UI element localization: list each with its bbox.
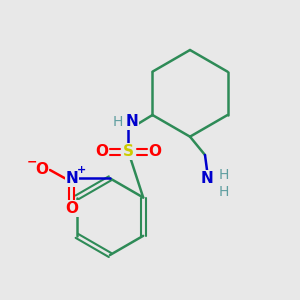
Text: S: S: [123, 144, 134, 159]
Text: +: +: [77, 165, 86, 175]
Text: N: N: [65, 171, 78, 186]
Text: −: −: [26, 155, 37, 168]
Text: O: O: [148, 144, 161, 159]
Text: O: O: [35, 163, 48, 178]
Text: H: H: [218, 185, 229, 199]
Text: O: O: [65, 201, 78, 216]
Text: O: O: [95, 144, 108, 159]
Text: N: N: [200, 171, 213, 186]
Text: H: H: [113, 115, 123, 129]
Text: N: N: [125, 114, 138, 129]
Text: H: H: [218, 168, 229, 182]
